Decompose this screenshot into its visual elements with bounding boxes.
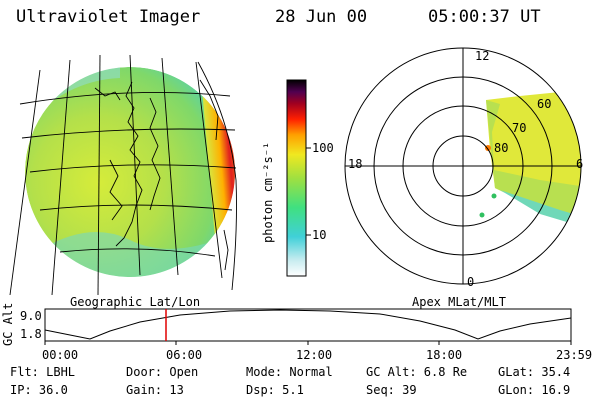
polar-auroral-image xyxy=(479,92,581,232)
ip-param: IP: 36.0 xyxy=(10,383,68,397)
x-tick-0600: 06:00 xyxy=(166,348,203,362)
dsp-param: Dsp: 5.1 xyxy=(246,383,304,397)
colorbar-tick-100: 100 xyxy=(312,141,334,155)
gc-alt-param: GC Alt: 6.8 Re xyxy=(366,365,468,379)
colorbar-tick-10: 10 xyxy=(312,228,327,242)
glon-param: GLon: 16.9 xyxy=(498,383,571,397)
mlat-label-80: 80 xyxy=(494,141,509,155)
glat-param: GLat: 35.4 xyxy=(498,365,571,379)
x-tick-1200: 12:00 xyxy=(296,348,333,362)
alt-ylabel: GC Alt xyxy=(1,302,15,346)
x-tick-2359: 23:59 xyxy=(556,348,593,362)
mlat-label-70: 70 xyxy=(512,121,527,135)
filter-param: Flt: LBHL xyxy=(10,365,76,379)
alt-tick-max: 9.0 xyxy=(20,309,42,323)
mode-param: Mode: Normal xyxy=(246,365,333,379)
gain-param: Gain: 13 xyxy=(126,383,184,397)
x-tick-1800: 18:00 xyxy=(426,348,463,362)
time-label: 05:00:37 UT xyxy=(428,7,541,27)
mlt-label-6: 6 xyxy=(576,157,584,171)
alt-tick-min: 1.8 xyxy=(20,327,42,341)
seq-param: Seq: 39 xyxy=(366,383,417,397)
geographic-label: Geographic Lat/Lon xyxy=(70,295,201,309)
door-param: Door: Open xyxy=(126,365,199,379)
mlt-label-12: 12 xyxy=(475,49,490,63)
date-label: 28 Jun 00 xyxy=(275,7,368,27)
x-tick-0000: 00:00 xyxy=(42,348,79,362)
mlt-label-18: 18 xyxy=(348,157,363,171)
polar-label: Apex MLat/MLT xyxy=(412,295,506,309)
mlat-label-60: 60 xyxy=(537,97,552,111)
polar-grid xyxy=(344,47,582,285)
mlt-label-0: 0 xyxy=(467,275,475,289)
latlon-grid xyxy=(9,54,237,296)
instrument-title: Ultraviolet Imager xyxy=(16,7,201,27)
